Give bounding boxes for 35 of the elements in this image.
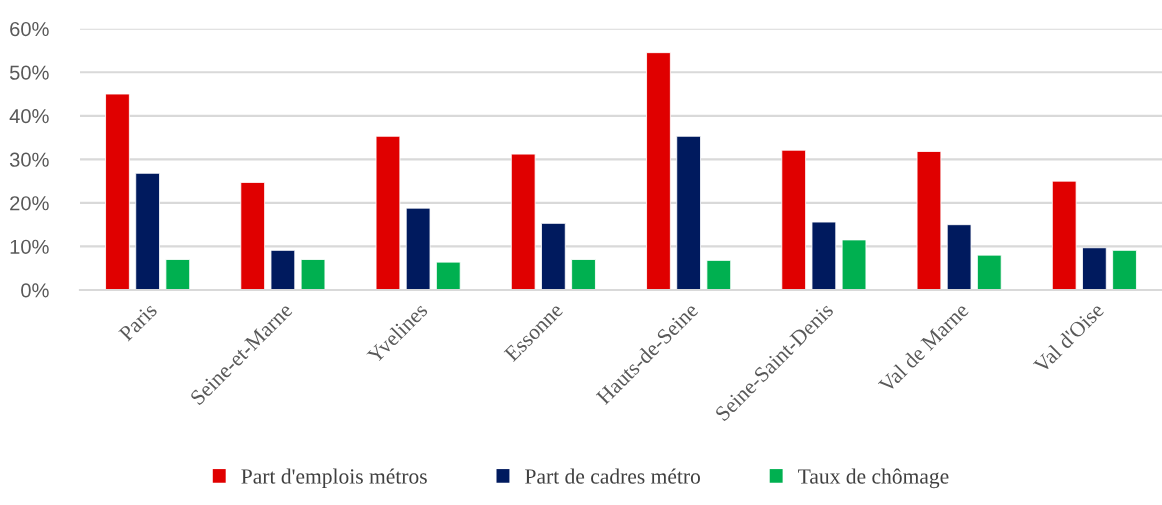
bar (676, 135, 701, 290)
bar (1082, 247, 1107, 290)
legend-label: Part d'emplois métros (241, 468, 427, 489)
bar (706, 259, 732, 290)
bar (240, 182, 266, 290)
y-tick-label: 50% (9, 65, 49, 80)
bar (135, 172, 160, 290)
y-tick-label: 30% (9, 152, 49, 167)
x-tick-label: Paris (118, 302, 158, 342)
bar (976, 254, 1002, 290)
bar (571, 259, 596, 290)
bar (405, 207, 431, 290)
bar (541, 222, 566, 290)
bar (946, 224, 972, 290)
y-tick-label: 0% (21, 283, 49, 298)
legend-label: Taux de chômage (798, 468, 949, 489)
bar (1051, 180, 1077, 290)
y-tick-label: 60% (10, 21, 49, 37)
bar (435, 261, 461, 290)
bar (510, 153, 536, 290)
bar (646, 52, 671, 290)
y-tick-label: 20% (10, 196, 49, 211)
y-tick-label: 10% (10, 239, 49, 254)
bar (270, 249, 296, 290)
legend-label: Part de cadres métro (525, 468, 700, 484)
bar (811, 221, 837, 290)
bar (165, 259, 191, 290)
bar (1112, 249, 1137, 290)
bar (375, 135, 401, 290)
bar (841, 239, 867, 290)
bar (300, 259, 326, 290)
bar (781, 149, 807, 290)
y-tick-label: 40% (9, 109, 49, 124)
bar (105, 93, 130, 290)
bar (916, 151, 942, 290)
